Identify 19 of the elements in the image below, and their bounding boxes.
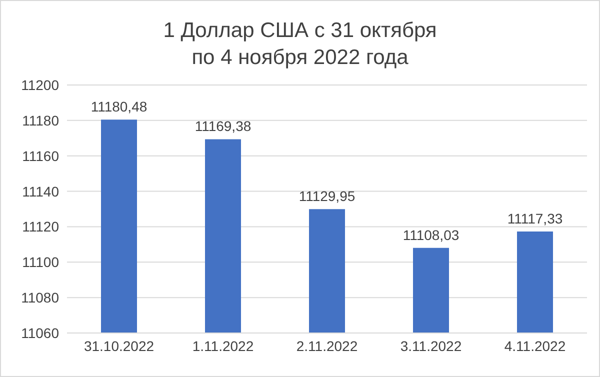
x-tick-label: 4.11.2022 — [504, 338, 566, 354]
x-tick-label: 3.11.2022 — [400, 338, 462, 354]
data-label: 11108,03 — [402, 226, 460, 243]
data-label: 11169,38 — [194, 118, 252, 134]
y-tick-label: 11140 — [22, 183, 60, 200]
x-tick-label: 31.10.2022 — [84, 338, 154, 354]
y-tick-label: 11100 — [22, 254, 60, 270]
data-label: 11117,33 — [507, 210, 563, 226]
data-label: 11129,95 — [298, 188, 356, 204]
x-tick-label: 1.11.2022 — [192, 338, 254, 354]
y-tick-label: 11160 — [22, 148, 60, 164]
y-tick-label: 11180 — [22, 112, 60, 128]
x-tick-label: 2.11.2022 — [296, 338, 358, 354]
y-tick-label: 11200 — [21, 76, 60, 93]
data-label: 11180,48 — [90, 98, 148, 115]
y-tick-label: 11080 — [21, 290, 60, 306]
y-tick-label: 11060 — [21, 324, 60, 341]
y-tick-label: 11120 — [22, 218, 60, 235]
chart-title: 1 Доллар США с 31 октября по 4 ноября 2022 года — [162, 18, 438, 71]
